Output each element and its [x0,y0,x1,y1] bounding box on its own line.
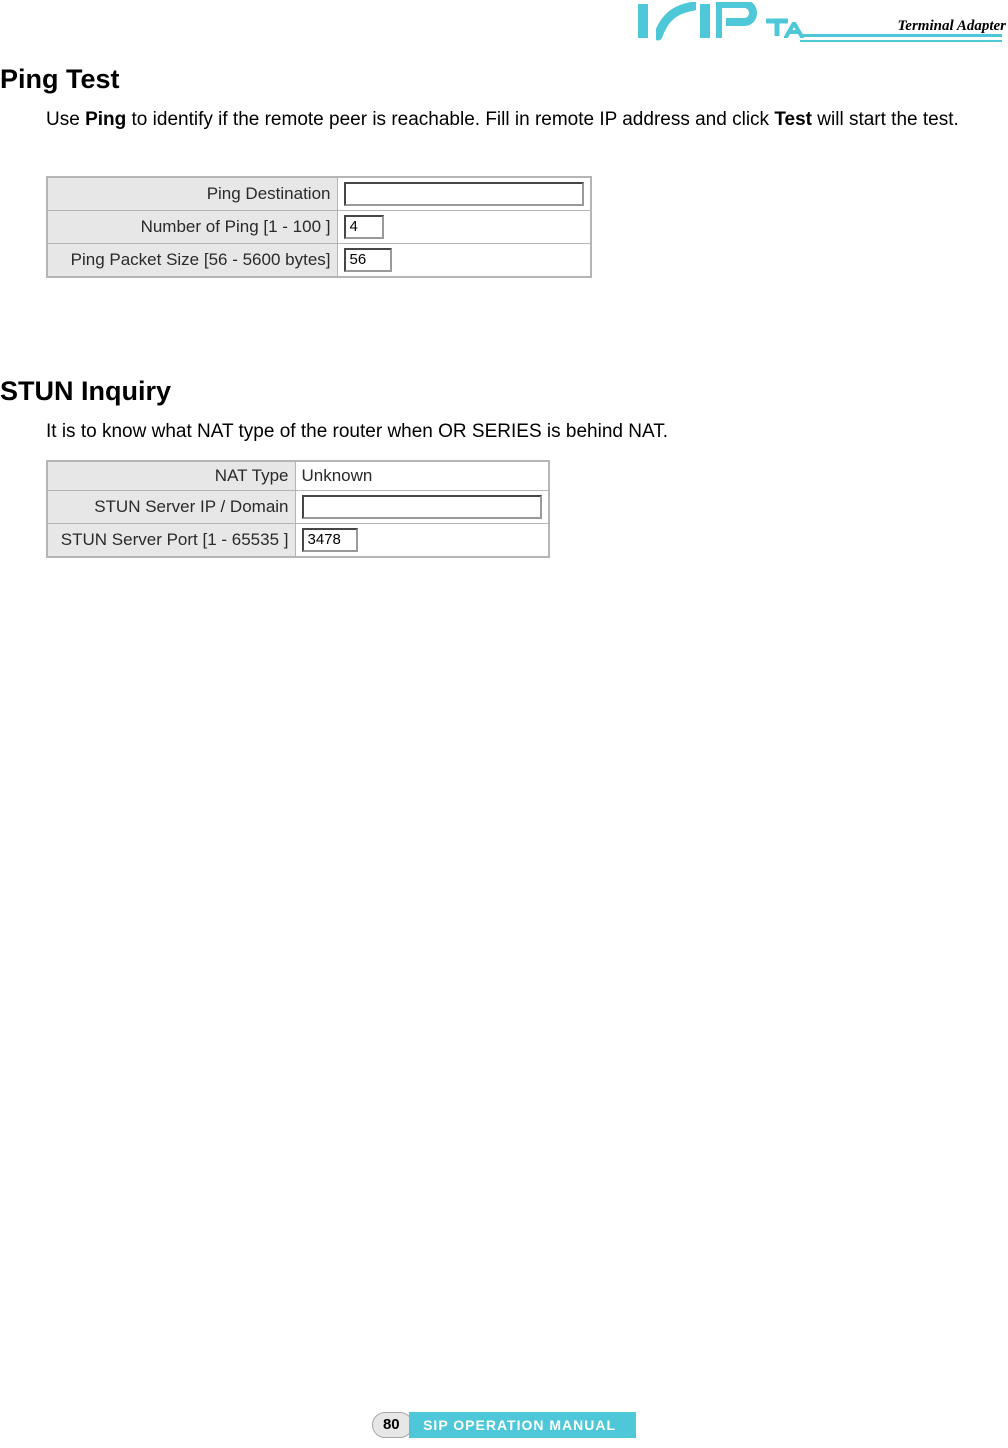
para-ping-b1: Ping [85,109,126,130]
para-ping-pre: Use [46,109,85,130]
ping-size-cell: 56 [337,244,591,278]
ping-dest-label: Ping Destination [47,177,337,211]
page-number: 80 [372,1412,413,1438]
heading-ping-test: Ping Test [0,64,120,95]
table-row: STUN Server IP / Domain [47,491,549,524]
stun-port-input[interactable]: 3478 [302,528,358,552]
stun-port-label: STUN Server Port [1 - 65535 ] [47,524,295,558]
table-row: Ping Packet Size [56 - 5600 bytes] 56 [47,244,591,278]
logo-ta-wrap: Terminal Adapter [766,18,1006,46]
para-stun: It is to know what NAT type of the route… [46,420,988,444]
ping-dest-cell [337,177,591,211]
para-ping: Use Ping to identify if the remote peer … [46,108,988,132]
page-footer: 80 SIP OPERATION MANUAL [0,1412,1008,1444]
para-ping-mid: to identify if the remote peer is reacha… [126,109,774,130]
logo-underline1-icon [800,34,1002,37]
table-row: STUN Server Port [1 - 65535 ] 3478 [47,524,549,558]
table-row: NAT Type Unknown [47,461,549,491]
stun-config-table: NAT Type Unknown STUN Server IP / Domain… [46,460,550,558]
stun-server-cell [295,491,549,524]
ping-size-input[interactable]: 56 [344,248,392,272]
stun-server-label: STUN Server IP / Domain [47,491,295,524]
ping-size-label: Ping Packet Size [56 - 5600 bytes] [47,244,337,278]
footer-title: SIP OPERATION MANUAL [409,1412,636,1438]
logo-underline2-icon [800,40,1002,42]
logo-swoosh-icon [656,2,696,42]
ping-dest-input[interactable] [344,182,584,206]
ping-count-label: Number of Ping [1 - 100 ] [47,211,337,244]
table-row: Ping Destination [47,177,591,211]
ping-count-input[interactable]: 4 [344,215,384,239]
table-row: Number of Ping [1 - 100 ] 4 [47,211,591,244]
logo-p-icon [716,2,764,40]
para-ping-b2: Test [774,109,812,130]
footer-badge: 80 SIP OPERATION MANUAL [372,1412,636,1438]
para-ping-post: will start the test. [812,109,959,130]
ping-count-cell: 4 [337,211,591,244]
heading-stun-inquiry: STUN Inquiry [0,376,171,407]
stun-port-cell: 3478 [295,524,549,558]
product-label: Terminal Adapter [898,18,1007,35]
header-logo: Terminal Adapter [638,0,1008,48]
logo-bar-icon [638,4,648,38]
logo-bar2-icon [700,4,710,38]
nat-type-value: Unknown [295,461,549,491]
stun-server-input[interactable] [302,495,542,519]
ping-config-table: Ping Destination Number of Ping [1 - 100… [46,176,592,278]
nat-type-label: NAT Type [47,461,295,491]
